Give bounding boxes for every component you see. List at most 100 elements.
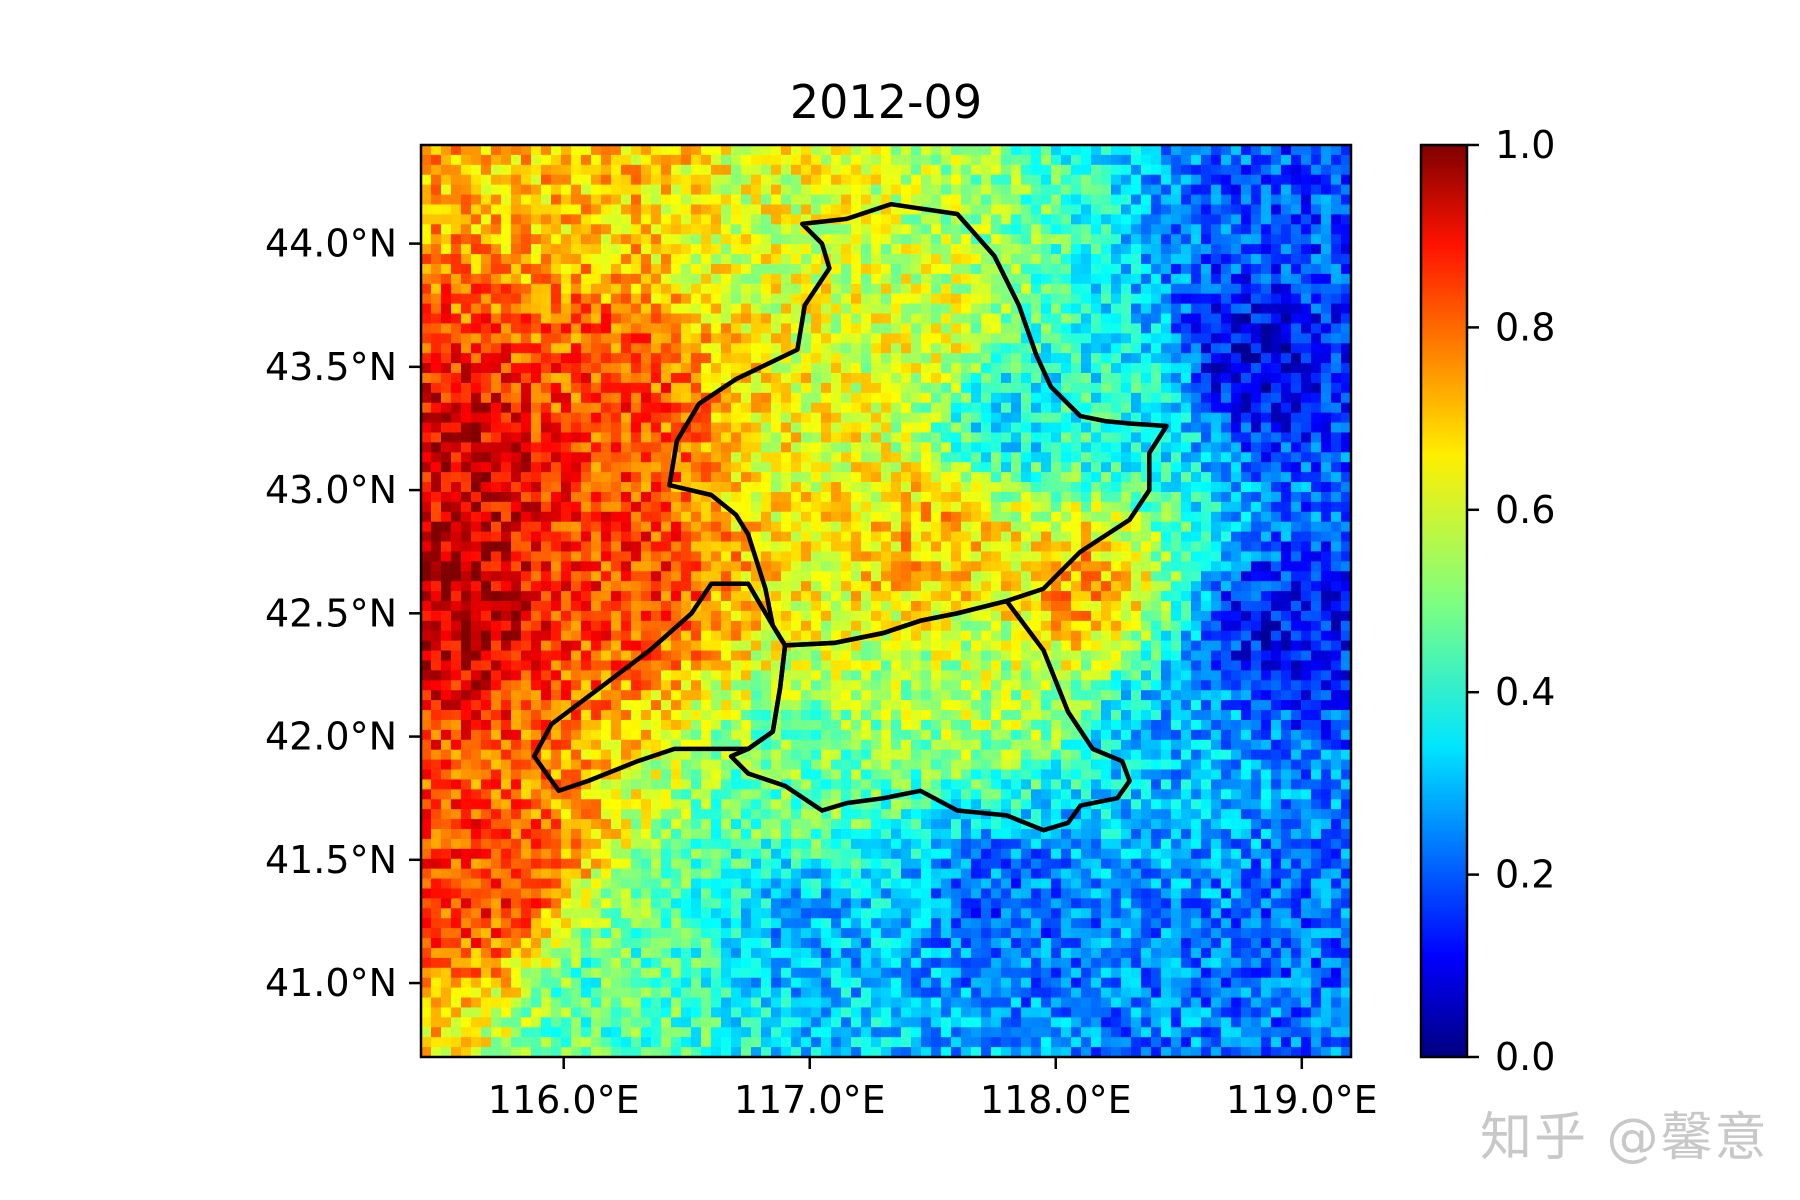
heatmap-cell (1051, 531, 1062, 543)
heatmap-cell (731, 164, 742, 176)
heatmap-cell (561, 412, 572, 424)
heatmap-cell (1321, 452, 1332, 463)
heatmap-cell (1111, 402, 1122, 414)
heatmap-cell (681, 541, 692, 553)
heatmap-cell (901, 650, 912, 662)
heatmap-cell (1131, 511, 1142, 523)
heatmap-cell (431, 145, 442, 156)
heatmap-cell (911, 343, 922, 354)
heatmap-cell (741, 254, 752, 265)
heatmap-cell (1181, 353, 1192, 364)
heatmap-cell (1091, 184, 1102, 196)
heatmap-cell (1321, 283, 1332, 295)
heatmap-cell (1261, 601, 1272, 612)
heatmap-cell (801, 581, 812, 592)
heatmap-cell (811, 204, 822, 215)
heatmap-cell (971, 194, 982, 206)
heatmap-cell (671, 313, 682, 325)
heatmap-cell (801, 531, 812, 543)
heatmap-cell (1281, 323, 1292, 334)
heatmap-cell (761, 273, 772, 285)
heatmap-cell (881, 174, 892, 186)
heatmap-cell (911, 551, 922, 562)
heatmap-cell (811, 412, 822, 424)
heatmap-cell (1141, 392, 1152, 404)
heatmap-cell (1291, 343, 1302, 354)
heatmap-cell (861, 561, 872, 572)
heatmap-cell (1251, 402, 1262, 414)
heatmap-cell (551, 630, 562, 642)
heatmap-cell (1041, 194, 1052, 206)
heatmap-cell (581, 482, 592, 493)
heatmap-cell (1101, 363, 1112, 374)
heatmap-cell (961, 392, 972, 404)
heatmap-cell (491, 531, 502, 543)
heatmap-cell (701, 174, 712, 186)
heatmap-cell (831, 601, 842, 612)
heatmap-cell (481, 154, 492, 166)
heatmap-cell (781, 224, 792, 235)
heatmap-cell (551, 591, 562, 602)
heatmap-cell (1181, 363, 1192, 374)
heatmap-cell (751, 214, 762, 225)
heatmap-cell (931, 531, 942, 543)
heatmap-cell (851, 273, 862, 285)
heatmap-cell (451, 174, 462, 186)
heatmap-cell (1061, 194, 1072, 206)
heatmap-cell (531, 571, 542, 582)
heatmap-cell (1101, 214, 1112, 225)
heatmap-cell (931, 313, 942, 325)
heatmap-cell (641, 145, 652, 156)
heatmap-cell (731, 174, 742, 186)
heatmap-cell (1301, 620, 1312, 632)
heatmap-cell (811, 630, 822, 642)
heatmap-cell (1161, 184, 1172, 196)
heatmap-cell (451, 164, 462, 176)
heatmap-cell (1091, 244, 1102, 255)
heatmap-cell (1051, 254, 1062, 265)
heatmap-cell (1331, 363, 1342, 374)
heatmap-cell (711, 194, 722, 206)
heatmap-cell (441, 263, 452, 275)
heatmap-cell (651, 184, 662, 196)
heatmap-cell (611, 630, 622, 642)
heatmap-cell (841, 491, 852, 503)
heatmap-cell (941, 591, 952, 602)
heatmap-cell (651, 482, 662, 493)
heatmap-cell (1021, 531, 1032, 543)
heatmap-cell (701, 491, 712, 503)
heatmap-cell (591, 392, 602, 404)
heatmap-cell (711, 234, 722, 245)
heatmap-cell (1071, 521, 1082, 533)
heatmap-cell (1011, 392, 1022, 404)
heatmap-cell (951, 392, 962, 404)
heatmap-cell (1151, 184, 1162, 196)
heatmap-cell (681, 501, 692, 513)
heatmap-cell (911, 561, 922, 572)
heatmap-cell (811, 581, 822, 592)
heatmap-cell (1311, 373, 1322, 384)
heatmap-cell (731, 392, 742, 404)
heatmap-cell (561, 303, 572, 315)
heatmap-cell (861, 273, 872, 285)
heatmap-cell (971, 293, 982, 305)
heatmap-cell (421, 472, 432, 483)
heatmap-cell (561, 650, 572, 662)
heatmap-cell (961, 452, 972, 463)
heatmap-cell (841, 154, 852, 166)
heatmap-cell (911, 164, 922, 176)
heatmap-cell (971, 472, 982, 483)
heatmap-cell (721, 343, 732, 354)
heatmap-cell (911, 333, 922, 344)
heatmap-cell (751, 333, 762, 344)
heatmap-cell (1111, 620, 1122, 632)
heatmap-cell (1151, 254, 1162, 265)
heatmap-cell (1181, 392, 1192, 404)
heatmap-cell (961, 174, 972, 186)
heatmap-cell (741, 432, 752, 443)
heatmap-cell (611, 164, 622, 176)
heatmap-cell (1171, 511, 1182, 523)
heatmap-cell (901, 422, 912, 434)
heatmap-cell (1111, 581, 1122, 592)
heatmap-cell (1181, 263, 1192, 275)
